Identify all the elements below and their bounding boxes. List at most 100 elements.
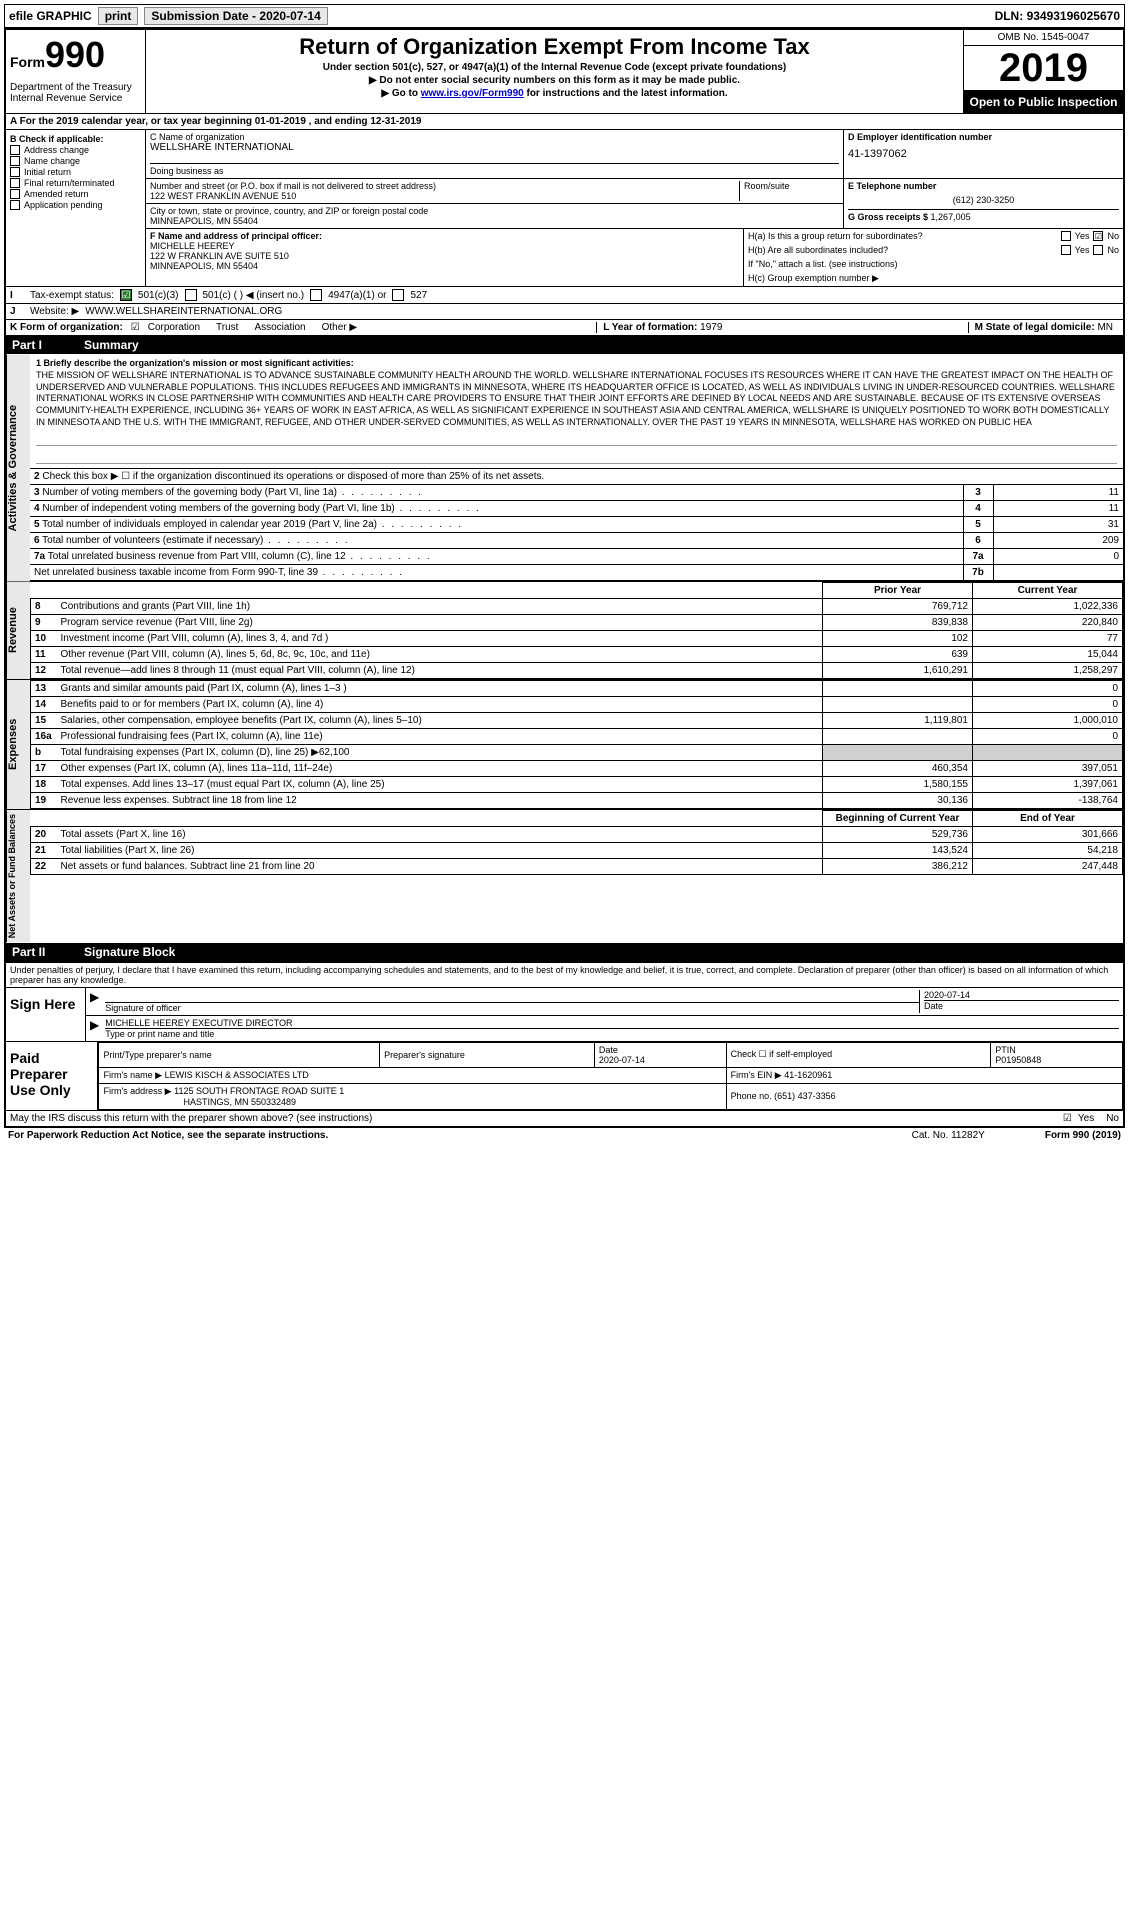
checkbox-icon[interactable]	[310, 289, 322, 301]
street-address: 122 WEST FRANKLIN AVENUE 510	[150, 191, 739, 201]
revenue-table: Prior YearCurrent Year 8Contributions an…	[30, 582, 1123, 679]
blank-line	[36, 432, 1117, 446]
part-1-header: Part I Summary	[6, 336, 1123, 354]
irs-link[interactable]: www.irs.gov/Form990	[421, 88, 524, 99]
arrow-icon: ▶	[90, 1018, 99, 1039]
checkbox-checked-icon[interactable]: ☑	[1093, 231, 1103, 241]
chk-address-change[interactable]: Address change	[10, 145, 141, 155]
column-b: B Check if applicable: Address change Na…	[6, 130, 146, 286]
dept-label: Department of the Treasury Internal Reve…	[10, 82, 141, 104]
table-row: 18Total expenses. Add lines 13–17 (must …	[31, 777, 1123, 793]
title-cell: Return of Organization Exempt From Incom…	[146, 30, 963, 113]
preparer-sig-label: Preparer's signature	[380, 1042, 595, 1067]
ptin: P01950848	[995, 1055, 1118, 1065]
website-value: WWW.WELLSHAREINTERNATIONAL.ORG	[85, 306, 282, 317]
state-domicile: MN	[1097, 322, 1113, 333]
form-title: Return of Organization Exempt From Incom…	[154, 34, 955, 60]
expenses-table: 13Grants and similar amounts paid (Part …	[30, 680, 1123, 809]
current-year-header: Current Year	[973, 583, 1123, 599]
checkbox-icon[interactable]	[1061, 245, 1071, 255]
governance-table: 2 Check this box ▶ ☐ if the organization…	[30, 469, 1123, 581]
vtab-net-assets: Net Assets or Fund Balances	[6, 810, 30, 942]
vtab-revenue: Revenue	[6, 582, 30, 679]
table-row: 19Revenue less expenses. Subtract line 1…	[31, 793, 1123, 809]
officer-name: MICHELLE HEEREY	[150, 241, 739, 251]
self-employed-check[interactable]: Check ☐ if self-employed	[726, 1042, 991, 1067]
mission-block: 1 Briefly describe the organization's mi…	[30, 354, 1123, 469]
blank-line	[36, 450, 1117, 464]
mission-text: THE MISSION OF WELLSHARE INTERNATIONAL I…	[36, 370, 1117, 428]
row-i-tax-status: I Tax-exempt status: ☑501(c)(3) 501(c) (…	[6, 287, 1123, 304]
ein-value: 41-1397062	[848, 148, 1119, 160]
address-block: Number and street (or P.O. box if mail i…	[146, 179, 843, 228]
group-return-box: H(a) Is this a group return for subordin…	[743, 229, 1123, 286]
chk-app-pending[interactable]: Application pending	[10, 200, 141, 210]
chk-name-change[interactable]: Name change	[10, 156, 141, 166]
beginning-year-header: Beginning of Current Year	[823, 811, 973, 827]
org-name-box: C Name of organization WELLSHARE INTERNA…	[146, 130, 843, 178]
table-row: 3 Number of voting members of the govern…	[30, 485, 1123, 501]
table-row: 12Total revenue—add lines 8 through 11 (…	[31, 663, 1123, 679]
table-row: 7a Total unrelated business revenue from…	[30, 549, 1123, 565]
part-2-header: Part II Signature Block	[6, 943, 1123, 961]
table-row: 20Total assets (Part X, line 16)529,7363…	[31, 827, 1123, 843]
checkbox-icon[interactable]	[392, 289, 404, 301]
cat-no: Cat. No. 11282Y	[912, 1130, 985, 1141]
checkbox-icon	[10, 189, 20, 199]
table-row: 22Net assets or fund balances. Subtract …	[31, 859, 1123, 875]
ein-box: D Employer identification number 41-1397…	[843, 130, 1123, 178]
table-row: 8Contributions and grants (Part VIII, li…	[31, 599, 1123, 615]
form-ref: Form 990 (2019)	[1045, 1130, 1121, 1141]
checkbox-icon	[10, 156, 20, 166]
paid-preparer-label: Paid Preparer Use Only	[6, 1042, 98, 1110]
chk-final-return[interactable]: Final return/terminated	[10, 178, 141, 188]
open-to-public: Open to Public Inspection	[964, 91, 1123, 113]
net-assets-table: Beginning of Current YearEnd of Year 20T…	[30, 810, 1123, 875]
room-suite: Room/suite	[739, 181, 839, 201]
dba-label: Doing business as	[150, 163, 839, 176]
checkbox-icon[interactable]	[1061, 231, 1071, 241]
col-b-header: B Check if applicable:	[10, 134, 141, 144]
table-row: 14Benefits paid to or for members (Part …	[31, 697, 1123, 713]
prep-date: 2020-07-14	[599, 1055, 722, 1065]
table-row: Net unrelated business taxable income fr…	[30, 565, 1123, 581]
officer-box: F Name and address of principal officer:…	[146, 229, 743, 286]
firm-ein: 41-1620961	[784, 1070, 832, 1080]
vtab-expenses: Expenses	[6, 680, 30, 809]
column-c-wrap: C Name of organization WELLSHARE INTERNA…	[146, 130, 1123, 286]
checkbox-icon[interactable]	[1093, 245, 1103, 255]
preparer-table: Print/Type preparer's name Preparer's si…	[98, 1042, 1123, 1110]
vtab-governance: Activities & Governance	[6, 354, 30, 581]
chk-initial-return[interactable]: Initial return	[10, 167, 141, 177]
discuss-line: May the IRS discuss this return with the…	[6, 1110, 1123, 1126]
table-row: 5 Total number of individuals employed i…	[30, 517, 1123, 533]
info-grid: B Check if applicable: Address change Na…	[6, 130, 1123, 287]
checkbox-checked-icon[interactable]: ☑	[1063, 1113, 1072, 1124]
arrow-icon: ▶	[90, 990, 99, 1013]
table-row: 17Other expenses (Part IX, column (A), l…	[31, 761, 1123, 777]
checkbox-icon	[10, 178, 20, 188]
efile-label: efile GRAPHIC	[9, 9, 92, 23]
checkbox-checked-icon[interactable]: ☑	[131, 322, 140, 333]
prior-year-header: Prior Year	[823, 583, 973, 599]
phone-gross-box: E Telephone number (612) 230-3250 G Gros…	[843, 179, 1123, 228]
table-row: 11Other revenue (Part VIII, column (A), …	[31, 647, 1123, 663]
checkbox-icon[interactable]	[185, 289, 197, 301]
preparer-name-label: Print/Type preparer's name	[99, 1042, 380, 1067]
table-row: 10Investment income (Part VIII, column (…	[31, 631, 1123, 647]
top-bar: efile GRAPHIC print Submission Date - 20…	[4, 4, 1125, 28]
submission-date-button[interactable]: Submission Date - 2020-07-14	[144, 7, 327, 25]
chk-amended[interactable]: Amended return	[10, 189, 141, 199]
form-subtitle: Under section 501(c), 527, or 4947(a)(1)…	[154, 62, 955, 73]
form-990-label: Form 990	[10, 34, 141, 76]
print-button[interactable]: print	[98, 7, 139, 25]
omb-year-cell: OMB No. 1545-0047 2019 Open to Public In…	[963, 30, 1123, 113]
checkbox-checked-icon[interactable]: ☑	[120, 289, 132, 301]
officer-printed-name: MICHELLE HEEREY EXECUTIVE DIRECTOR	[105, 1018, 1119, 1028]
row-k-form-org: K Form of organization: ☑Corporation Tru…	[6, 320, 1123, 336]
omb-number: OMB No. 1545-0047	[964, 30, 1123, 46]
gross-receipts: 1,267,005	[931, 212, 971, 222]
form-id-cell: Form 990 Department of the Treasury Inte…	[6, 30, 146, 113]
end-year-header: End of Year	[973, 811, 1123, 827]
firm-phone: (651) 437-3356	[774, 1091, 836, 1101]
